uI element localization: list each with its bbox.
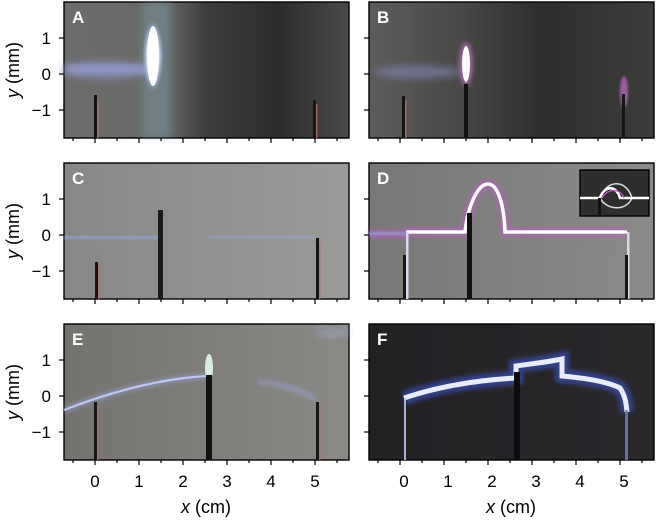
electrode-left <box>94 95 97 138</box>
panel-e: E <box>62 323 353 461</box>
y-tick-label: 1 <box>42 351 51 370</box>
panel-f: F <box>368 323 655 461</box>
y-tick-label: −1 <box>32 423 51 442</box>
y-tick-label: −1 <box>32 101 51 120</box>
x-tick-label: 2 <box>178 472 187 491</box>
electrode-middle <box>158 210 163 299</box>
x-tick-label: 0 <box>399 472 408 491</box>
y-tick-label: 1 <box>42 29 51 48</box>
y-tick-label: 0 <box>42 65 51 84</box>
x-tick-label: 3 <box>222 472 231 491</box>
x-tick-label: 5 <box>619 472 628 491</box>
inset <box>579 169 650 217</box>
electrode-middle <box>467 213 472 299</box>
electrode-right <box>313 100 316 138</box>
panel-c: C <box>63 162 350 300</box>
y-tick-label: −1 <box>32 262 51 281</box>
panel-label-e: E <box>72 330 83 349</box>
panel-label-c: C <box>72 169 84 188</box>
x-axis-label: x (cm) <box>180 497 231 517</box>
x-tick-label: 4 <box>575 472 584 491</box>
y-tick-labels: 1 0 −1 1 0 −1 1 0 −1 <box>32 29 51 442</box>
x-tick-label: 3 <box>531 472 540 491</box>
x-axis-labels: x (cm) x (cm) <box>180 497 536 517</box>
y-axis-label: y (mm) <box>3 364 23 422</box>
x-tick-labels: 0 1 2 3 4 5 0 1 2 3 4 5 <box>90 472 628 491</box>
x-tick-label: 2 <box>487 472 496 491</box>
panel-label-a: A <box>72 8 84 27</box>
plasma-filament <box>64 236 162 239</box>
y-axis-label: y (mm) <box>3 42 23 100</box>
electrode-middle <box>206 375 212 460</box>
electrode-middle <box>464 84 468 138</box>
panel-label-b: B <box>377 8 389 27</box>
plasma-filament <box>403 355 630 413</box>
panel-label-d: D <box>377 169 389 188</box>
x-tick-label: 0 <box>90 472 99 491</box>
panel-a: A <box>59 1 350 139</box>
electrode-middle <box>514 372 520 460</box>
y-tick-label: 1 <box>42 190 51 209</box>
x-tick-label: 1 <box>443 472 452 491</box>
panel-d: D <box>368 162 655 300</box>
axis-ticks <box>59 37 643 465</box>
x-axis-label: x (cm) <box>485 497 536 517</box>
y-tick-label: 0 <box>42 387 51 406</box>
y-axis-labels: y (mm) y (mm) y (mm) <box>3 42 23 422</box>
x-tick-label: 4 <box>266 472 275 491</box>
x-tick-label: 1 <box>134 472 143 491</box>
panel-label-f: F <box>377 330 387 349</box>
y-axis-label: y (mm) <box>3 203 23 261</box>
plasma-filament <box>63 375 207 411</box>
panel-b: B <box>368 1 655 139</box>
y-tick-label: 0 <box>42 226 51 245</box>
x-tick-label: 5 <box>310 472 319 491</box>
